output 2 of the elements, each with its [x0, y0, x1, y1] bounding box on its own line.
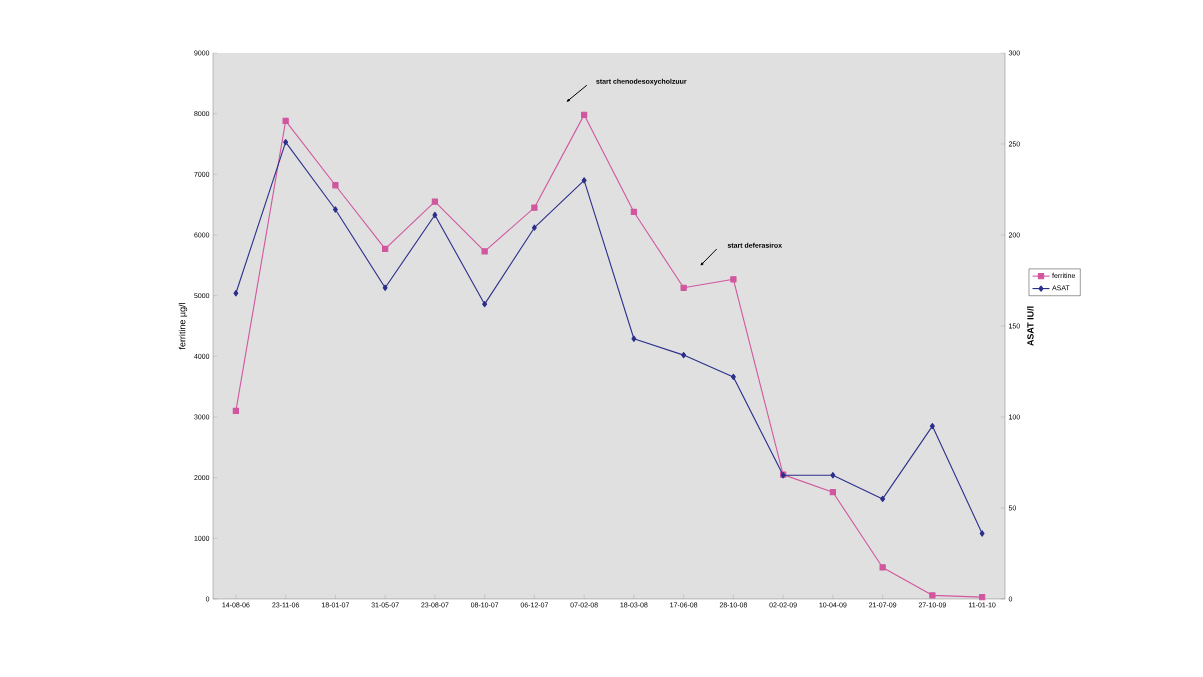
y-axis-title: ferritine µg/l — [178, 303, 188, 350]
y2-axis-title: ASAT IU/l — [1027, 306, 1034, 346]
